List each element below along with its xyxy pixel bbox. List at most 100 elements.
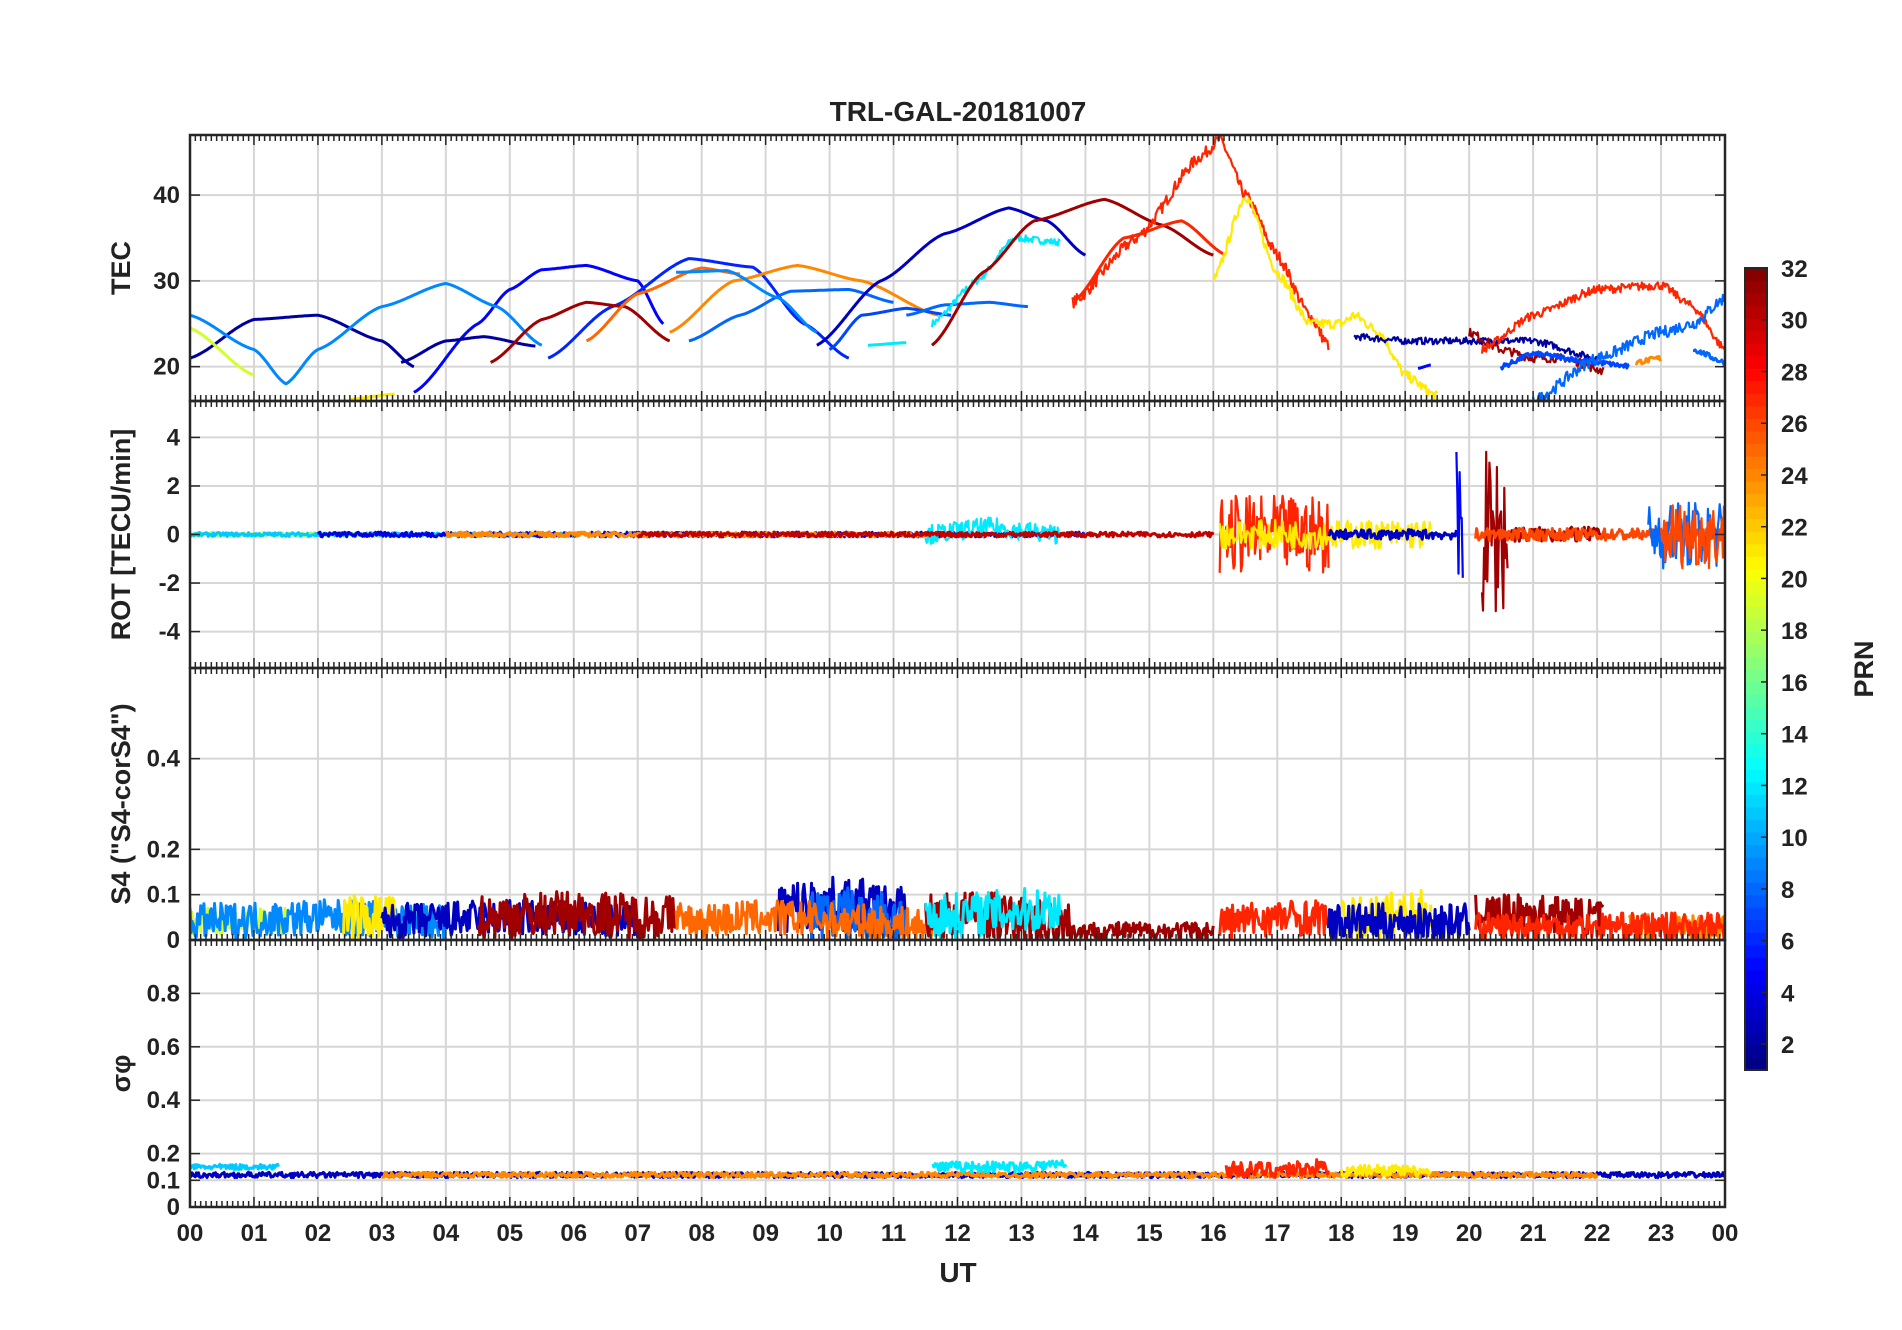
colorbar-tick-label: 16 [1781, 670, 1808, 697]
series-line-prn-6 [547, 257, 850, 360]
colorbar-swatch [1745, 856, 1767, 871]
colorbar-swatch [1745, 656, 1767, 670]
colorbar-tick-label: 26 [1781, 411, 1808, 438]
colorbar-swatch [1745, 355, 1767, 369]
x-tick-label: 13 [1008, 1220, 1035, 1247]
x-tick-label: 12 [944, 1220, 971, 1247]
series-line-prn-2 [1353, 332, 1598, 363]
series-line-prn-21 [349, 392, 396, 401]
panel-sigma: 00.10.2 0.4 0.6 0.8 σφ [106, 938, 1727, 1221]
panel-tec: 20 30 40 TEC [106, 133, 1727, 403]
y-tick-label: 20 [153, 354, 180, 381]
colorbar-swatch [1745, 869, 1767, 883]
series-line-prn-7 [828, 306, 952, 351]
colorbar-tick-label: 14 [1781, 722, 1808, 749]
colorbar-tick-label: 4 [1781, 980, 1795, 1007]
colorbar-swatch [1745, 593, 1767, 607]
colorbar-tick-label: 28 [1781, 359, 1808, 386]
colorbar-swatch [1745, 932, 1767, 946]
x-tick-label: 00 [177, 1220, 204, 1247]
colorbar-swatch [1745, 982, 1767, 996]
series-line-prn-27 [1071, 219, 1227, 304]
colorbar-swatch [1745, 606, 1767, 620]
colorbar-swatch [1745, 1044, 1767, 1059]
y-tick-label: 0.2 [147, 1141, 180, 1168]
series-line-prn-24 [669, 263, 939, 334]
colorbar-swatch [1745, 944, 1767, 958]
colorbar-tick-label: 22 [1781, 515, 1808, 542]
series-line-prn-21 [1340, 889, 1433, 940]
colorbar-swatch [1745, 330, 1767, 344]
series-line-prn-12 [924, 516, 1061, 545]
series-line-prn-5 [1455, 451, 1464, 578]
colorbar-swatch [1745, 368, 1767, 382]
colorbar-swatch [1745, 531, 1767, 545]
colorbar-tick-label: 2 [1781, 1032, 1794, 1059]
colorbar-swatch [1745, 493, 1767, 507]
colorbar-swatch [1745, 819, 1767, 833]
panel-rot: -4 -2 0 2 4 ROT [TECU/min] [106, 399, 1727, 670]
colorbar-swatch [1745, 543, 1767, 557]
colorbar-label: PRN [1849, 640, 1879, 697]
series-line-prn-8 [905, 300, 1029, 317]
y-tick-label: 2 [167, 473, 180, 500]
x-tick-label: 21 [1520, 1220, 1547, 1247]
series-line-prn-9 [675, 269, 818, 334]
colorbar-swatch [1745, 994, 1767, 1008]
series-line-prn-27 [1224, 1158, 1330, 1179]
series-line-prn-3 [1327, 902, 1471, 940]
y-tick-label: 0.8 [147, 980, 180, 1007]
series-line-prn-25 [674, 899, 934, 940]
series-line-prn-12 [931, 1159, 1068, 1174]
series-line-prn-31 [489, 300, 671, 364]
series-line-prn-31 [931, 197, 1214, 347]
y-tick-label: 0.2 [147, 836, 180, 863]
x-tick-label: 03 [369, 1220, 396, 1247]
colorbar-swatch [1745, 443, 1767, 457]
series-line-prn-26 [1659, 504, 1725, 570]
series-line-prn-27 [1474, 911, 1725, 940]
x-tick-label: 04 [432, 1220, 459, 1247]
series-line-prn-27 [1218, 899, 1330, 940]
series-line-prn-2 [400, 335, 536, 364]
colorbar-swatch [1745, 719, 1767, 733]
colorbar-tick-label: 10 [1781, 825, 1808, 852]
y-axis-label: S4 ("S4-corS4") [106, 703, 136, 904]
x-tick-label: 11 [881, 1220, 906, 1247]
colorbar-swatch [1745, 882, 1767, 896]
series-line-prn-5 [413, 263, 665, 394]
x-tick-label: 00 [1712, 1220, 1739, 1247]
x-tick-label: 15 [1136, 1220, 1163, 1247]
series-line-prn-12 [867, 341, 907, 347]
series-line-prn-12 [924, 887, 1062, 940]
y-tick-label: 40 [153, 182, 180, 209]
colorbar-swatch [1745, 643, 1767, 658]
colorbar-swatch [1745, 769, 1767, 783]
y-tick-label: 0 [167, 1194, 180, 1221]
colorbar-swatch [1745, 318, 1767, 332]
x-axis-label: UT [939, 1257, 976, 1288]
colorbar-swatch [1745, 706, 1767, 720]
colorbar-swatch [1745, 393, 1767, 407]
colorbar-swatch [1745, 744, 1767, 758]
series-group [190, 135, 1725, 401]
colorbar-swatch [1745, 343, 1767, 357]
colorbar-swatch [1745, 518, 1767, 532]
series-line-prn-5 [1417, 363, 1432, 370]
series-line-prn-3 [380, 899, 640, 940]
colorbar-tick-label: 6 [1781, 929, 1794, 956]
y-axis-label: σφ [106, 1055, 136, 1093]
colorbar-swatch [1745, 293, 1767, 307]
series-line-prn-30 [636, 530, 1215, 539]
colorbar-swatch [1745, 618, 1767, 633]
series-line-prn-3 [1327, 528, 1458, 541]
series-line-prn-8 [1532, 293, 1725, 401]
x-tick-label: 16 [1200, 1220, 1227, 1247]
x-tick-label: 22 [1584, 1220, 1611, 1247]
colorbar-swatch [1745, 506, 1767, 520]
series-line-prn-31 [476, 890, 678, 940]
colorbar-swatch [1745, 380, 1767, 394]
colorbar-swatch [1745, 1032, 1767, 1046]
colorbar-swatch [1745, 405, 1767, 419]
